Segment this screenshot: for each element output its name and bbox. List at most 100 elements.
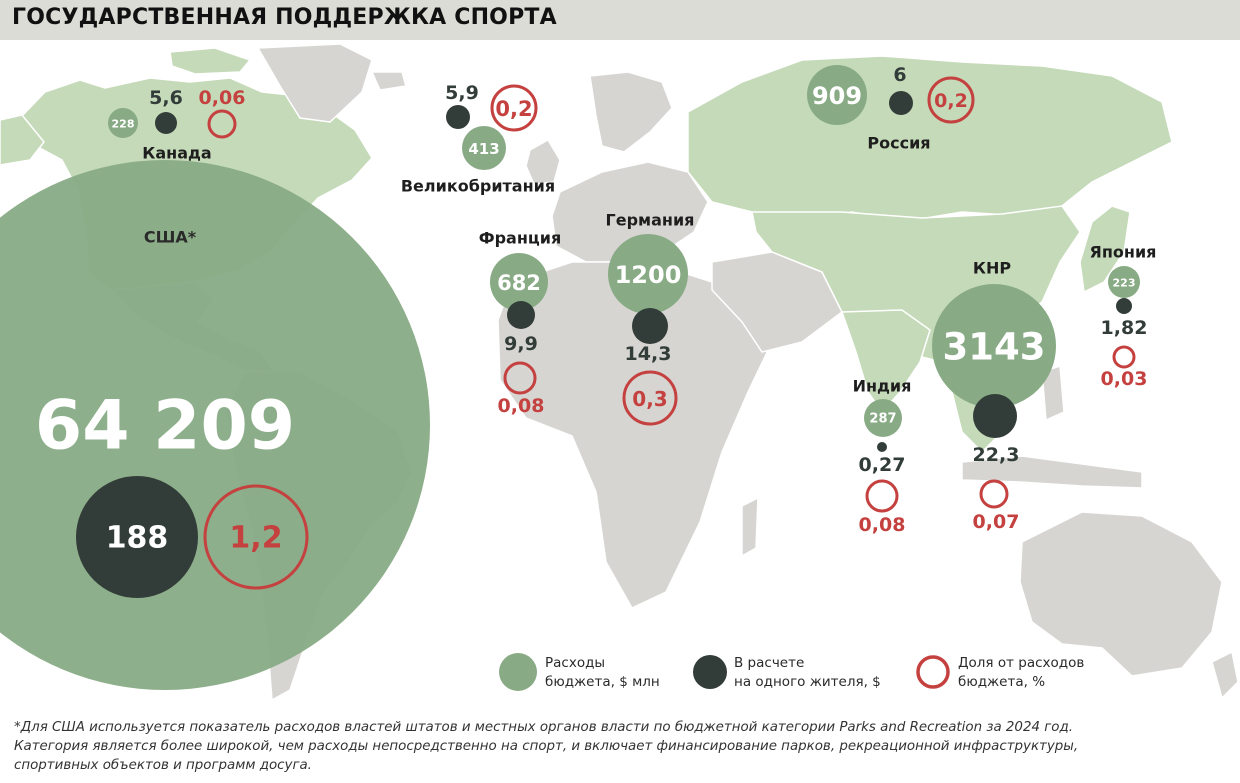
country-group-canada: 228 5,6 0,06 Канада (108, 87, 245, 163)
country-label: Япония (1090, 243, 1157, 262)
world-map: 64 209 188 1,2 США* 228 5,6 0,06 Канада 413 5,9 0,… (0, 43, 1239, 702)
country-group-germany: 1200 14,3 0,3 Германия (606, 211, 695, 426)
share-value: 0,07 (973, 511, 1020, 533)
land-madagascar (741, 496, 759, 558)
legend-label: В расчете (734, 655, 804, 671)
land-iceland (370, 71, 407, 91)
per-capita-value: 6 (893, 64, 906, 86)
footnote: *Для США используется показатель расходо… (14, 718, 1229, 775)
share-ring (207, 109, 237, 139)
per-capita-bubble (76, 476, 198, 598)
per-capita-bubble (155, 112, 177, 134)
per-capita-bubble (446, 105, 470, 129)
country-label: Великобритания (401, 177, 555, 196)
per-capita-bubble (889, 91, 913, 115)
country-group-india: 287 0,27 0,08 Индия (853, 377, 912, 537)
country-group-uk: 413 5,9 0,2 Великобритания (401, 82, 555, 196)
budget-value: 413 (468, 140, 499, 158)
legend-share-swatch (916, 655, 950, 689)
budget-value: 228 (112, 118, 135, 131)
budget-bubble (108, 108, 138, 138)
share-value: 0,2 (934, 90, 968, 112)
per-capita-value: 9,9 (504, 333, 538, 355)
share-value: 1,2 (229, 521, 282, 556)
country-label: Канада (142, 144, 211, 163)
country-group-russia: 909 6 0,2 Россия (807, 64, 975, 153)
budget-bubble (462, 126, 506, 170)
share-ring (927, 76, 975, 124)
legend-item-per_capita: В расчете на одного жителя, $ (693, 655, 881, 690)
share-value: 0,08 (859, 514, 906, 536)
legend-label: Расходы (545, 655, 605, 671)
share-ring (979, 479, 1009, 509)
share-ring (622, 370, 678, 426)
land-europe (551, 161, 709, 263)
per-capita-value: 22,3 (973, 444, 1020, 466)
legend-per-capita-swatch (693, 655, 727, 689)
land-scandinavia (589, 71, 673, 153)
budget-bubble (864, 399, 902, 437)
land-philippines (1041, 364, 1065, 422)
per-capita-value: 188 (106, 521, 169, 556)
land-australia (1019, 511, 1223, 677)
per-capita-value: 0,27 (859, 454, 906, 476)
country-group-china: 3143 22,3 0,07 КНР (932, 259, 1056, 533)
country-bubbles: 64 209 188 1,2 США* 228 5,6 0,06 Канада 413 5,9 0,… (0, 64, 1156, 690)
budget-bubble (807, 65, 867, 125)
share-value: 0,3 (632, 387, 667, 411)
per-capita-bubble (1116, 298, 1132, 314)
legend: Расходы бюджета, $ млн В расчете на одного … (499, 653, 1084, 691)
land-new-zealand (1211, 650, 1239, 700)
budget-bubble (608, 234, 688, 314)
budget-value: 64 209 (35, 387, 295, 466)
per-capita-value: 1,82 (1101, 317, 1148, 339)
country-label: Германия (606, 211, 695, 230)
budget-value: 682 (497, 271, 541, 295)
budget-value: 3143 (943, 326, 1046, 369)
country-group-france: 682 9,9 0,08 Франция (479, 229, 562, 418)
country-label: Франция (479, 229, 562, 248)
legend-item-share: Доля от расходов бюджета, % (916, 655, 1084, 690)
share-ring (865, 479, 899, 513)
footnote-line: спортивных объектов и программ досуга. (14, 758, 312, 773)
land-greenland (256, 43, 373, 123)
footnote-line: *Для США используется показатель расходо… (14, 720, 1073, 735)
share-ring (1112, 345, 1136, 369)
share-value: 0,06 (199, 87, 246, 109)
share-ring (203, 484, 309, 590)
budget-value: 1200 (615, 261, 682, 289)
land-alaska (0, 114, 45, 166)
per-capita-value: 5,9 (445, 82, 479, 104)
country-label: Индия (853, 377, 912, 396)
legend-label: на одного жителя, $ (734, 674, 881, 690)
legend-budget-swatch (499, 653, 537, 691)
per-capita-value: 5,6 (149, 87, 183, 109)
share-value: 0,08 (498, 395, 545, 417)
budget-bubble (490, 253, 548, 311)
land-japan (1079, 205, 1131, 294)
per-capita-value: 14,3 (625, 343, 672, 365)
share-ring (490, 84, 538, 132)
budget-bubble (932, 284, 1056, 408)
budget-value: 909 (812, 82, 862, 110)
land-uk (525, 138, 561, 185)
header-bar: ГОСУДАРСТВЕННАЯ ПОДДЕРЖКА СПОРТА (0, 0, 1240, 40)
per-capita-bubble (973, 394, 1017, 438)
legend-label: бюджета, % (958, 674, 1045, 690)
budget-value: 223 (1113, 277, 1136, 290)
country-label: КНР (973, 259, 1011, 278)
legend-item-budget: Расходы бюджета, $ млн (499, 653, 660, 691)
land-arctic-islands (169, 47, 252, 75)
budget-bubble (1108, 266, 1140, 298)
share-value: 0,03 (1101, 368, 1148, 390)
share-ring (503, 361, 537, 395)
country-label: США* (144, 228, 197, 247)
country-group-usa: 64 209 188 1,2 США* (0, 160, 430, 690)
legend-label: Доля от расходов (958, 655, 1084, 671)
per-capita-bubble (877, 442, 887, 452)
country-group-japan: 223 1,82 0,03 Япония (1090, 243, 1157, 391)
per-capita-bubble (507, 301, 535, 329)
land-africa (497, 261, 773, 609)
budget-value: 287 (869, 412, 896, 427)
legend-label: бюджета, $ млн (545, 674, 660, 690)
